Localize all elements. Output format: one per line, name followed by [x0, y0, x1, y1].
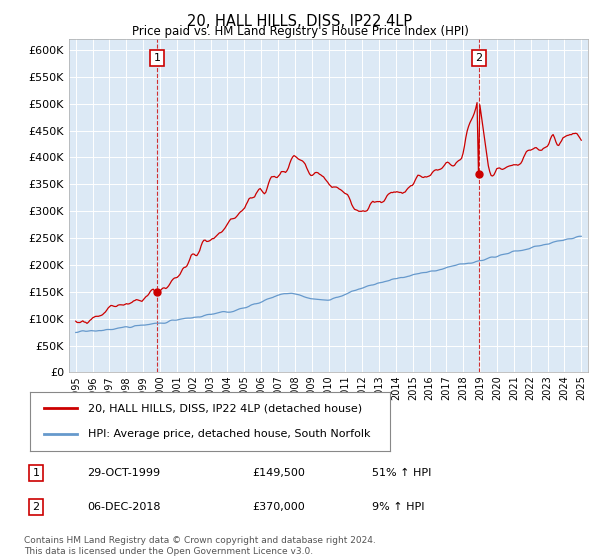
- Text: HPI: Average price, detached house, South Norfolk: HPI: Average price, detached house, Sout…: [88, 430, 370, 440]
- Text: 20, HALL HILLS, DISS, IP22 4LP: 20, HALL HILLS, DISS, IP22 4LP: [187, 14, 413, 29]
- Text: 1: 1: [154, 53, 161, 63]
- Text: 29-OCT-1999: 29-OCT-1999: [87, 468, 160, 478]
- Text: 51% ↑ HPI: 51% ↑ HPI: [372, 468, 431, 478]
- Text: 2: 2: [475, 53, 482, 63]
- Text: Price paid vs. HM Land Registry's House Price Index (HPI): Price paid vs. HM Land Registry's House …: [131, 25, 469, 38]
- Text: 20, HALL HILLS, DISS, IP22 4LP (detached house): 20, HALL HILLS, DISS, IP22 4LP (detached…: [88, 403, 362, 413]
- Text: 9% ↑ HPI: 9% ↑ HPI: [372, 502, 425, 512]
- Text: Contains HM Land Registry data © Crown copyright and database right 2024.
This d: Contains HM Land Registry data © Crown c…: [24, 536, 376, 556]
- Text: £149,500: £149,500: [252, 468, 305, 478]
- Text: 06-DEC-2018: 06-DEC-2018: [87, 502, 161, 512]
- Text: 2: 2: [32, 502, 40, 512]
- Text: £370,000: £370,000: [252, 502, 305, 512]
- Text: 1: 1: [32, 468, 40, 478]
